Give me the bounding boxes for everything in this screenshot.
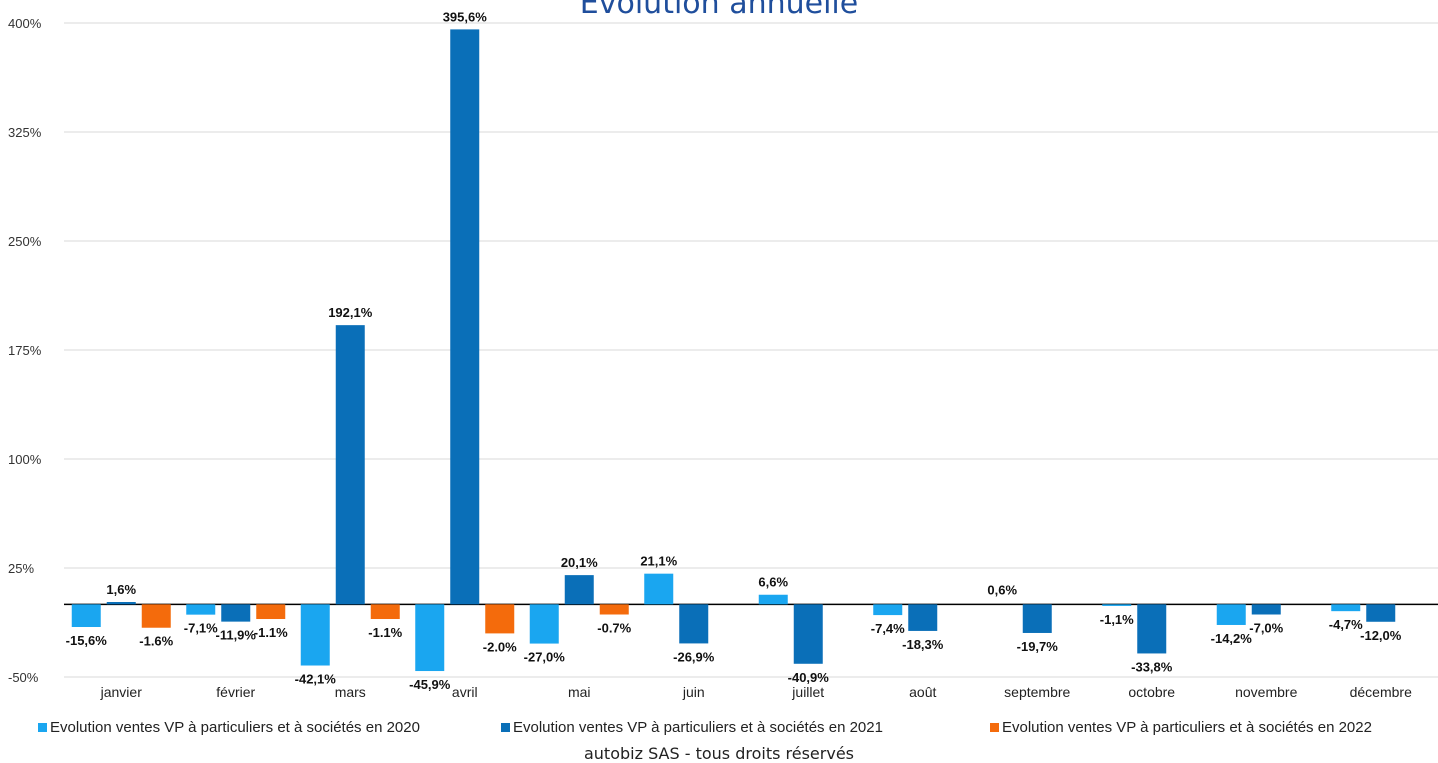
data-label: -1.6% (139, 634, 173, 649)
data-label: 1,6% (106, 582, 136, 597)
bar-1-8[interactable] (1022, 604, 1052, 633)
bar-1-3[interactable] (450, 29, 480, 605)
data-label: -19,7% (1017, 639, 1059, 654)
gridlines (64, 22, 1438, 678)
x-tick-label: juin (682, 684, 705, 700)
bar-1-2[interactable] (335, 325, 365, 605)
bar-0-10[interactable] (1216, 604, 1246, 625)
bar-0-5[interactable] (644, 573, 674, 605)
copyright-footer: autobiz SAS - tous droits réservés (583, 744, 854, 763)
legend-item-2021[interactable]: Evolution ventes VP à particuliers et à … (501, 719, 883, 736)
legend-label-2020: Evolution ventes VP à particuliers et à … (50, 719, 420, 736)
bar-2-4[interactable] (599, 604, 629, 615)
x-axis-ticks: janvier février mars avril mai juin juillet aoû… (100, 684, 1412, 700)
data-label: -33,8% (1131, 659, 1173, 674)
data-label: -11,9% (216, 628, 257, 643)
bar-chart: -50% 25% 100% 175% 250% 325% 400% -15,6% 1,6% -1… (8, 9, 1438, 700)
legend-swatch-2020 (38, 723, 47, 732)
legend-label-2021: Evolution ventes VP à particuliers et à … (513, 719, 883, 736)
data-label: -40,9% (788, 670, 830, 685)
y-tick-label: 325% (8, 125, 42, 140)
bar-0-11[interactable] (1331, 604, 1361, 612)
bar-0-7[interactable] (873, 604, 903, 616)
bar-1-5[interactable] (679, 604, 709, 644)
bar-1-4[interactable] (564, 575, 594, 605)
data-label: 192,1% (328, 305, 373, 320)
y-tick-label: 100% (8, 452, 42, 467)
bar-0-0[interactable] (71, 604, 101, 628)
bar-0-4[interactable] (529, 604, 559, 644)
data-label: -27,0% (524, 650, 566, 665)
bar-1-7[interactable] (908, 604, 938, 631)
data-label: -1.1% (254, 625, 288, 640)
data-label: -7,0% (1249, 621, 1283, 636)
data-label: -12,0% (1360, 628, 1402, 643)
x-tick-label: octobre (1128, 684, 1175, 700)
bar-1-1[interactable] (221, 604, 251, 622)
data-label: -1,1% (1100, 612, 1134, 627)
y-tick-label: 400% (8, 16, 42, 31)
bar-1-0[interactable] (106, 602, 136, 605)
legend: Evolution ventes VP à particuliers et à … (0, 719, 1438, 739)
bar-2-0[interactable] (141, 604, 171, 628)
data-label: 6,6% (758, 575, 788, 590)
x-tick-label: avril (452, 684, 478, 700)
y-tick-label: 175% (8, 343, 42, 358)
data-label: 21,1% (640, 554, 677, 569)
data-labels: -15,6%1,6%-1.6%-7,1%-11,9%-1.1%-42,1%192… (66, 9, 1402, 692)
y-tick-label: -50% (8, 670, 39, 685)
legend-swatch-2021 (501, 723, 510, 732)
bar-1-6[interactable] (793, 604, 823, 664)
legend-item-2020[interactable]: Evolution ventes VP à particuliers et à … (38, 719, 420, 736)
bar-0-6[interactable] (758, 594, 788, 605)
data-label: -42,1% (295, 672, 337, 687)
y-axis-ticks: -50% 25% 100% 175% 250% 325% 400% (8, 16, 42, 685)
bar-0-3[interactable] (415, 604, 445, 672)
legend-label-2022: Evolution ventes VP à particuliers et à … (1002, 719, 1372, 736)
data-label: 20,1% (561, 555, 598, 570)
legend-item-2022[interactable]: Evolution ventes VP à particuliers et à … (990, 719, 1372, 736)
x-tick-label: septembre (1004, 684, 1070, 700)
x-tick-label: août (909, 684, 936, 700)
x-tick-label: juillet (791, 684, 824, 700)
data-label: 0,6% (987, 582, 1017, 597)
data-label: -4,7% (1329, 617, 1363, 632)
bars (71, 29, 1396, 672)
data-label: -7,4% (871, 621, 905, 636)
x-tick-label: mars (335, 684, 366, 700)
data-label: 395,6% (443, 9, 488, 24)
x-tick-label: février (216, 684, 255, 700)
data-label: -15,6% (66, 633, 108, 648)
data-label: -1.1% (368, 625, 402, 640)
bar-0-2[interactable] (300, 604, 330, 666)
bar-0-1[interactable] (186, 604, 216, 615)
bar-2-2[interactable] (370, 604, 400, 620)
chart-title: Evolution annuelle (579, 0, 859, 21)
data-label: -2.0% (483, 639, 517, 654)
x-tick-label: janvier (100, 684, 143, 700)
data-label: -26,9% (673, 649, 715, 664)
data-label: -14,2% (1211, 631, 1253, 646)
bar-2-3[interactable] (485, 604, 515, 634)
bar-1-9[interactable] (1137, 604, 1167, 654)
data-label: -18,3% (902, 637, 944, 652)
data-label: -0.7% (597, 621, 631, 636)
data-label: -45,9% (409, 677, 451, 692)
y-tick-label: 25% (8, 561, 34, 576)
bar-0-9[interactable] (1102, 604, 1132, 606)
x-tick-label: mai (568, 684, 591, 700)
x-tick-label: novembre (1235, 684, 1297, 700)
bar-1-11[interactable] (1366, 604, 1396, 622)
legend-swatch-2022 (990, 723, 999, 732)
y-tick-label: 250% (8, 234, 42, 249)
data-label: -7,1% (184, 621, 218, 636)
x-tick-label: décembre (1350, 684, 1412, 700)
bar-1-10[interactable] (1251, 604, 1281, 615)
bar-2-1[interactable] (256, 604, 286, 620)
